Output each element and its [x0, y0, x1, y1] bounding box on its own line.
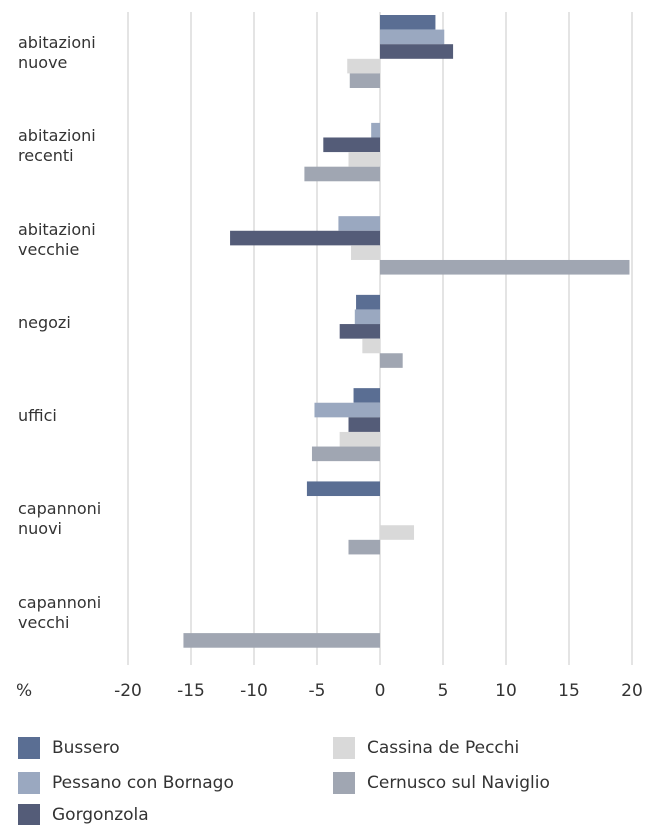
bar [348, 152, 380, 167]
bar [306, 481, 380, 497]
bar [380, 15, 436, 30]
x-tick-label: 15 [558, 681, 580, 701]
bar [339, 431, 380, 447]
bar [348, 539, 380, 555]
y-tick-label: abitazioni recenti [18, 126, 96, 166]
legend-label: Gorgonzola [52, 805, 149, 825]
legend-label: Cassina de Pecchi [367, 738, 519, 758]
bar [348, 417, 380, 432]
x-tick-label: 0 [375, 681, 386, 701]
x-tick-label: -10 [240, 681, 268, 701]
legend-swatch [18, 804, 40, 825]
legend-swatch [18, 737, 40, 759]
bar [311, 446, 380, 462]
x-tick-label: -5 [309, 681, 326, 701]
bar [380, 525, 415, 540]
bar [371, 122, 380, 138]
bar [323, 137, 380, 153]
legend-label: Bussero [52, 738, 120, 758]
bar [351, 245, 380, 260]
y-tick-label: abitazioni nuove [18, 33, 96, 72]
x-tick-label: 20 [621, 681, 643, 701]
x-tick-label: -20 [114, 681, 142, 701]
bar [338, 216, 380, 231]
bar [354, 309, 380, 325]
bar [349, 73, 380, 88]
y-tick-label: abitazioni vecchie [18, 219, 96, 259]
legend-label: Pessano con Bornago [52, 773, 234, 793]
bar [380, 44, 454, 59]
legend-label: Cernusco sul Naviglio [367, 773, 550, 793]
bar [347, 58, 380, 74]
bar [380, 29, 445, 45]
x-tick-label: -15 [177, 681, 205, 701]
x-tick-label: 5 [438, 681, 449, 701]
bar [356, 294, 380, 310]
bar [314, 402, 380, 418]
y-tick-label: uffici [18, 406, 57, 426]
bar [183, 633, 380, 648]
bar [380, 353, 403, 368]
bar [230, 230, 380, 246]
y-tick-label: negozi [18, 312, 71, 332]
legend-swatch [333, 737, 355, 759]
bar [380, 259, 630, 275]
y-tick-label: capannoni vecchi [18, 592, 102, 632]
bar [304, 166, 380, 182]
bar [339, 324, 380, 339]
legend-swatch [18, 772, 40, 794]
y-tick-label: capannoni nuovi [18, 499, 102, 539]
bar [362, 338, 380, 354]
bar [353, 388, 380, 403]
x-axis-label: % [16, 681, 32, 701]
x-tick-label: 10 [495, 681, 517, 701]
legend-swatch [333, 772, 355, 794]
